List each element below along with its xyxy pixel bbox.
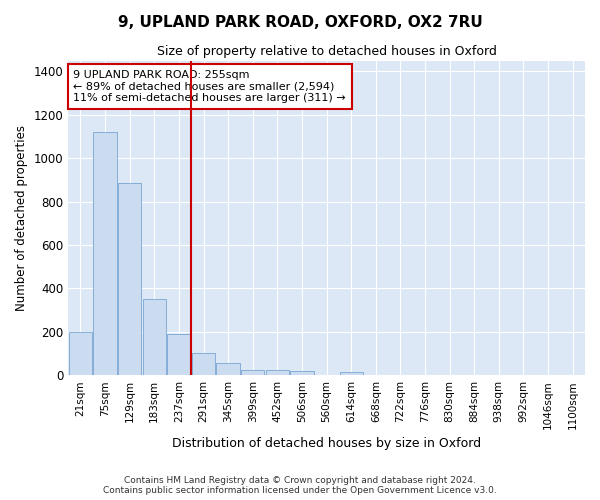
Bar	[290, 372, 314, 375]
Y-axis label: Number of detached properties: Number of detached properties	[15, 125, 28, 311]
Text: Contains HM Land Registry data © Crown copyright and database right 2024.
Contai: Contains HM Land Registry data © Crown c…	[103, 476, 497, 495]
Bar	[241, 370, 265, 375]
Bar	[266, 370, 289, 375]
Title: Size of property relative to detached houses in Oxford: Size of property relative to detached ho…	[157, 45, 497, 58]
Bar	[118, 183, 142, 375]
Bar	[94, 132, 117, 375]
Bar	[217, 363, 240, 375]
Text: 9, UPLAND PARK ROAD, OXFORD, OX2 7RU: 9, UPLAND PARK ROAD, OXFORD, OX2 7RU	[118, 15, 482, 30]
Bar	[69, 332, 92, 375]
Bar	[167, 334, 191, 375]
Bar	[340, 372, 363, 375]
Bar	[143, 299, 166, 375]
X-axis label: Distribution of detached houses by size in Oxford: Distribution of detached houses by size …	[172, 437, 481, 450]
Text: 9 UPLAND PARK ROAD: 255sqm
← 89% of detached houses are smaller (2,594)
11% of s: 9 UPLAND PARK ROAD: 255sqm ← 89% of deta…	[73, 70, 346, 103]
Bar	[192, 354, 215, 375]
